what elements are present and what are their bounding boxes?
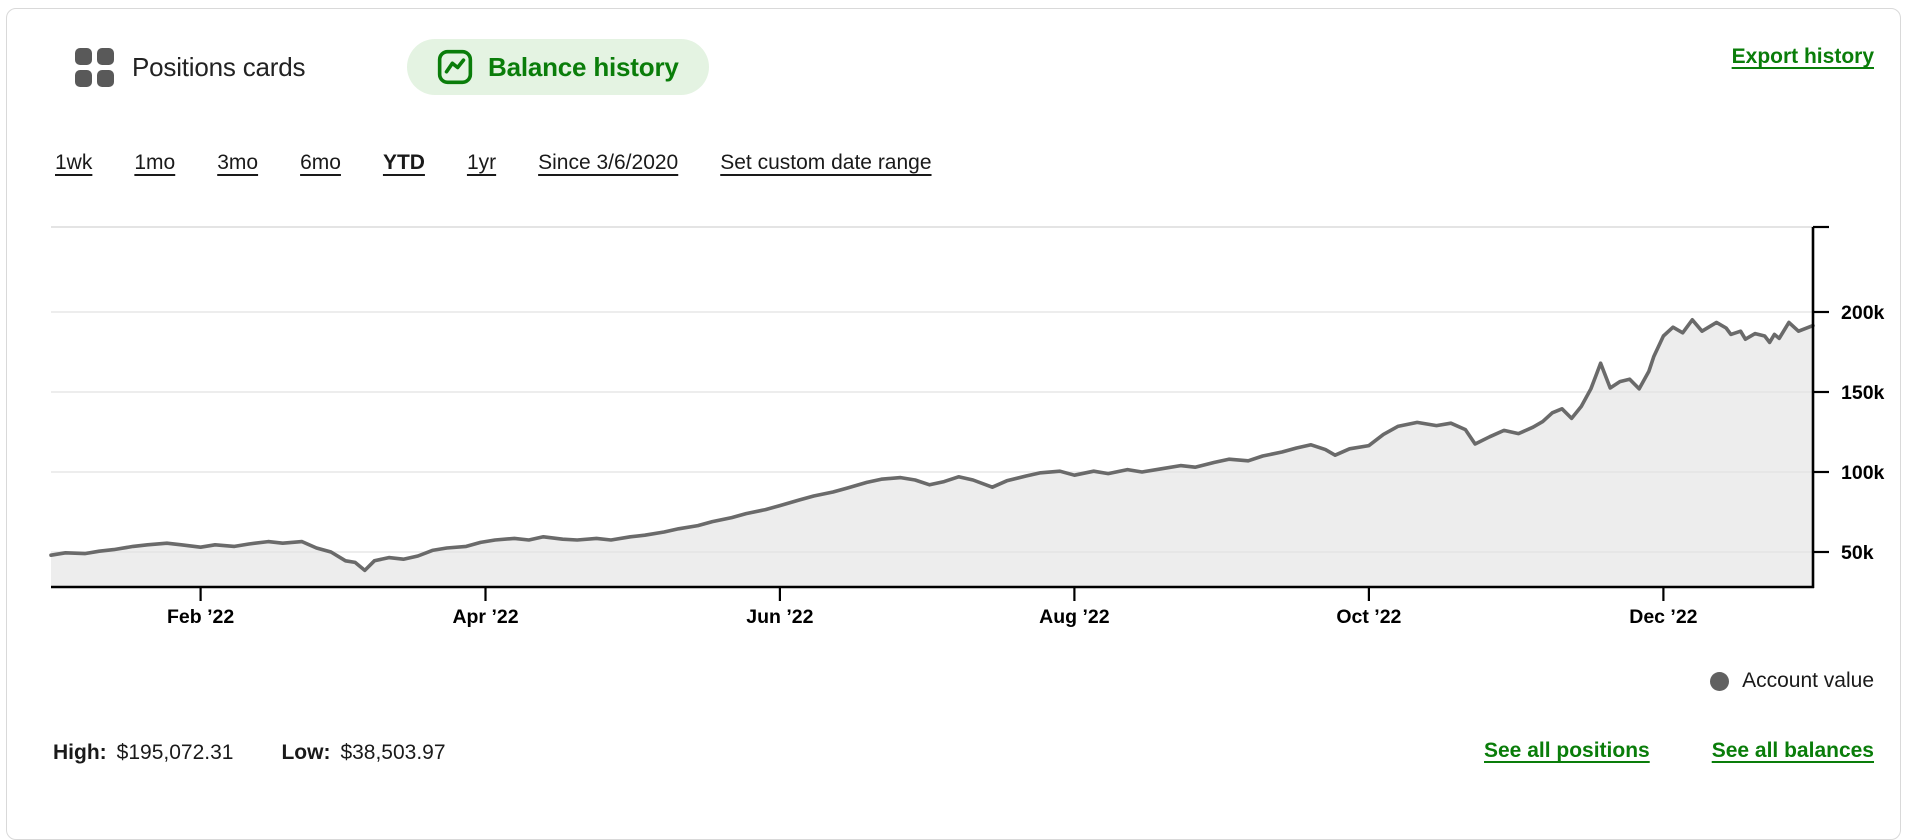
range-tab-custom-range[interactable]: Set custom date range [720,151,932,174]
line-chart-icon [437,49,473,85]
account-value-dot-icon [1710,671,1730,691]
export-history-link[interactable]: Export history [1731,45,1874,68]
high-value: $195,072.31 [116,741,234,764]
positions-cards-toggle[interactable]: Positions cards [67,39,313,95]
positions-cards-label: Positions cards [132,51,306,82]
x-tick-label: Feb ’22 [167,606,234,628]
x-tick-label: Oct ’22 [1336,606,1401,628]
balance-history-toggle[interactable]: Balance history [407,39,709,95]
x-tick-label: Apr ’22 [452,606,518,628]
balance-chart: Feb ’22 Apr ’22 Jun ’22 Aug ’22 Oct ’22 Dec ’… [49,225,1885,628]
y-tick-label: 200k [1841,302,1885,324]
y-tick-label: 100k [1841,462,1885,484]
balance-history-label: Balance history [488,51,679,82]
account-value-area [51,319,1813,586]
balance-history-card: Positions cards Balance history Export h… [6,8,1901,840]
range-tab-since-inception[interactable]: Since 3/6/2020 [538,151,679,174]
range-tab-ytd[interactable]: YTD [382,151,425,174]
range-tab-3mo[interactable]: 3mo [217,151,259,174]
x-tick-label: Dec ’22 [1629,606,1697,628]
y-tick-label: 150k [1841,382,1885,404]
grid-icon [75,47,114,87]
low-label: Low: [281,741,331,764]
range-tab-1wk[interactable]: 1wk [55,151,93,174]
see-all-positions-link[interactable]: See all positions [1484,739,1650,762]
high-low-stats: High: $195,072.31 Low: $38,503.97 [53,741,446,765]
footer-links: See all positions See all balances [1484,739,1874,763]
y-tick-label: 50k [1841,542,1874,564]
legend-label: Account value [1742,669,1874,692]
date-range-tabs: 1wk 1mo 3mo 6mo YTD 1yr Since 3/6/2020 S… [55,151,932,175]
range-tab-1yr[interactable]: 1yr [466,151,497,174]
account-value-line [49,318,1815,573]
chart-legend: Account value [1710,669,1874,693]
range-tab-6mo[interactable]: 6mo [300,151,341,174]
see-all-balances-link[interactable]: See all balances [1711,739,1874,762]
x-tick-label: Aug ’22 [1039,606,1110,628]
card-header: Positions cards Balance history Export h… [7,9,1900,119]
high-label: High: [53,741,107,764]
low-value: $38,503.97 [340,741,446,764]
range-tab-1mo[interactable]: 1mo [134,151,176,174]
x-tick-label: Jun ’22 [746,606,813,628]
